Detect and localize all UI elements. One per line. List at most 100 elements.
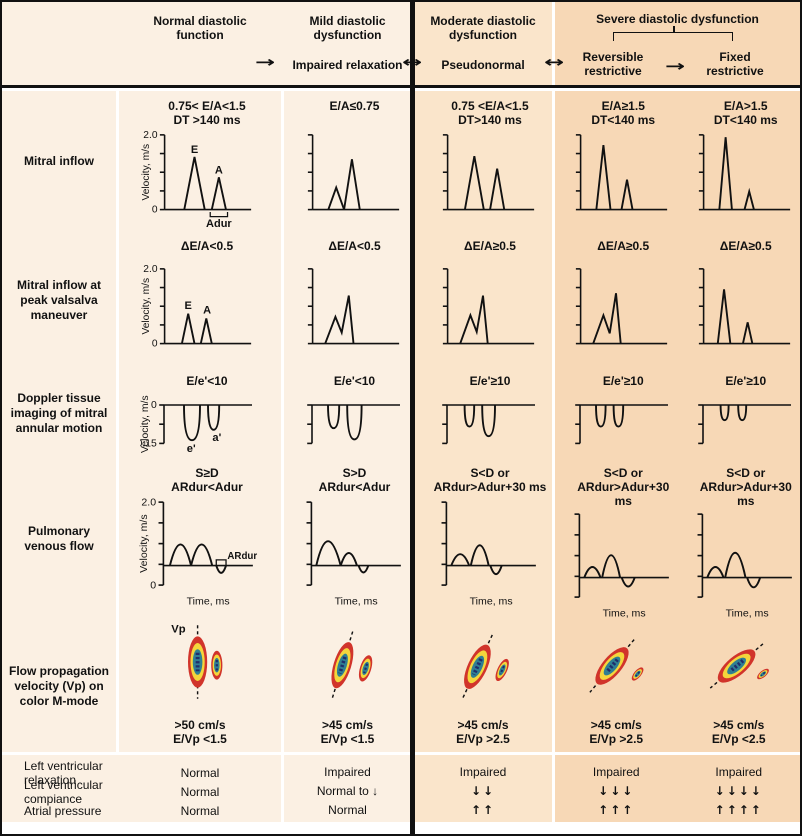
axis-bottom-tick-label: 0 [152,339,158,350]
vp-ellipse-small [495,658,509,682]
axis-bottom-tick-label: 0.15 [140,439,157,450]
vp-mmode-chart [709,643,769,689]
bottom-value-mild: Normal to ↓ [316,784,379,798]
stage-impaired-relaxation: Impaired relaxation [292,58,403,72]
mitral-inflow-chart [307,134,399,211]
bottom-column-fixed: Impaired ↓↓↓↓ ↑↑↑↑ [678,763,801,822]
bottom-value-reversible: Impaired [592,765,640,779]
vp-ellipse-large [330,631,353,700]
waveform [612,404,625,428]
waveform [357,565,369,574]
bottom-parameter-label: Left ventricular relaxation [24,758,103,787]
bottom-value-normal: Normal [180,784,220,799]
waveform [489,168,506,210]
duration-bracket [209,211,229,218]
waveform [583,566,602,579]
waveform [323,295,354,344]
cell-vp-mmode-reversible: >45 cm/s E/Vp >2.5 [555,620,678,752]
criteria-mitral-inflow-reversible: E/A≥1.5 DT<140 ms [591,99,656,127]
x-axis-title: Time, ms [725,608,768,620]
criteria-valsalva-moderate: ΔE/A≥0.5 [464,239,516,253]
waveform [180,313,196,344]
arrow-reversible-to-fixed-icon: → [664,57,686,75]
cell-valsalva-mild: ΔE/A<0.5 [284,231,411,369]
stage-fixed-restrictive: Fixed restrictive [706,50,764,78]
cell-valsalva-normal: ΔE/A<0.5 2.0 0 Velocity, m/s E A [119,231,281,369]
waveform [469,544,490,566]
wave-label: A [215,164,223,176]
waveform [723,552,747,578]
waveform [736,404,747,422]
waveform [207,404,221,431]
header-title-normal: Normal diastolic function [153,14,247,42]
mitral-inflow-chart [698,134,790,211]
criteria-doppler-tissue-moderate: E/e'≥10 [469,374,511,388]
waveform [601,554,622,578]
cell-doppler-tissue-moderate: E/e'≥10 [414,369,552,458]
bottom-value-normal: Normal [180,803,220,818]
cell-vp-mmode-severe: >45 cm/s E/Vp >2.5 >45 cm/s E/Vp <2.5 [555,620,800,752]
header-title-mild: Mild diastolic dysfunction [309,14,386,42]
axis-bottom-tick-label: 0 [150,579,156,591]
criteria-mitral-inflow-fixed: E/A>1.5 DT<140 ms [713,99,778,127]
valsalva-chart [698,268,790,345]
row-label-mitral-inflow: Mitral inflow [2,91,116,231]
waveform [326,404,340,430]
bottom-parameter-label: Left ventricular compiance [24,777,103,806]
x-axis-title: Time, ms [470,596,513,608]
bottom-line: Left ventricular compiance Normal [2,778,281,806]
y-axis-title: Velocity, m/s [139,514,150,573]
row-doppler-tissue: Doppler tissue imaging of mitral annular… [2,369,800,458]
wave-label: A [203,305,211,317]
axis-top-tick-label: 2.0 [141,496,156,508]
waveform [743,187,755,210]
axis-bottom-tick-label: 0 [152,205,158,216]
row-label-doppler-tissue: Doppler tissue imaging of mitral annular… [2,369,116,458]
criteria-valsalva-fixed: ΔE/A≥0.5 [719,239,772,253]
criteria-pulmonary-venous-normal: S≥D ARdur<Adur [171,466,243,494]
x-axis-title: Time, ms [603,608,646,620]
valsalva-chart [307,268,399,345]
waveform [719,404,730,422]
waveform [210,177,227,210]
waveform [718,137,733,210]
pulmonary-venous-chart: Time, ms [697,513,792,620]
wave-label: ARdur [227,551,257,562]
criteria-mitral-inflow-normal: 0.75< E/A<1.5 DT >140 ms [168,99,246,127]
vp-label: Vp [171,623,185,635]
wave-label: e' [187,443,196,455]
criteria-vp-mmode-moderate: >45 cm/s E/Vp >2.5 [456,718,510,747]
waveform [620,179,634,210]
vp-ellipse-small [211,650,223,680]
cell-mitral-inflow-fixed: E/A>1.5 DT<140 ms [678,91,801,231]
row-pulmonary-venous: Pulmonary venous flow S≥D ARdur<Adur 2.0 0 V… [2,458,800,620]
valsalva-chart [442,268,535,345]
criteria-mitral-inflow-moderate: 0.75 <E/A<1.5 DT>140 ms [451,99,529,127]
cell-vp-mmode-moderate: >45 cm/s E/Vp >2.5 [414,620,552,752]
vp-mmode-chart [330,631,372,700]
header-moderate-block: Moderate diastolic dysfunction Pseudonor… [414,2,552,85]
x-axis-title: Time, ms [334,596,377,608]
parameter-rows: Mitral inflow 0.75< E/A<1.5 DT >140 ms 2.0… [2,91,800,752]
waveform [215,565,227,574]
waveform [621,577,636,588]
cell-pulmonary-venous-fixed: S<D or ARdur>Adur+30 ms Time, ms [678,458,801,620]
waveform [345,404,363,441]
vp-ellipse-large [709,643,764,689]
vp-ellipse-large [461,634,493,699]
header-left-block: Normal diastolic function Mild diastolic… [2,2,411,85]
waveform [190,543,214,566]
cell-mitral-inflow-moderate: 0.75 <E/A<1.5 DT>140 ms [414,91,552,231]
mitral-inflow-chart [442,134,535,211]
cell-vp-mmode-normal: Vp >50 cm/s E/Vp <1.5 [119,620,281,752]
criteria-vp-mmode-reversible: >45 cm/s E/Vp >2.5 [589,718,644,747]
pulmonary-venous-chart: Time, ms [441,501,536,608]
mitral-inflow-chart [576,134,668,211]
doppler-tissue-chart [697,404,791,445]
criteria-doppler-tissue-mild: E/e'<10 [333,374,376,388]
bottom-line: Left ventricular relaxation Normal [2,759,281,787]
bottom-value-moderate: ↑↑ [470,803,496,817]
